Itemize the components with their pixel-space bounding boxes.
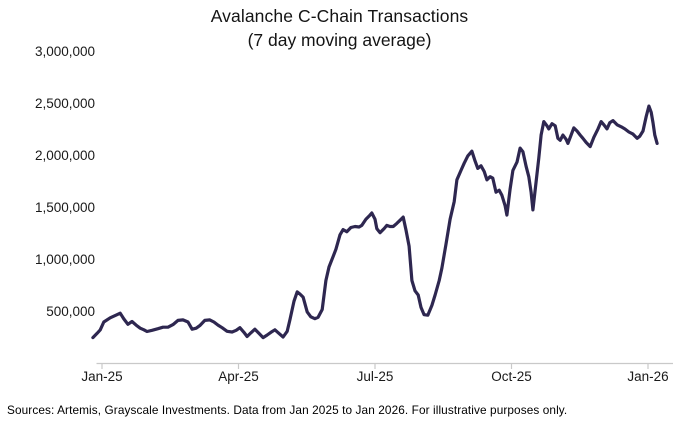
source-note: Sources: Artemis, Grayscale Investments.… — [7, 403, 568, 417]
y-axis-tick-label: 1,000,000 — [34, 251, 95, 267]
x-axis-tick-label: Jul-25 — [356, 369, 394, 384]
x-axis-tick-label: Oct-25 — [491, 369, 532, 384]
x-axis-tick-label: Apr-25 — [218, 369, 259, 384]
x-axis-tick-label: Jan-25 — [81, 369, 123, 384]
y-axis-tick-label: 500,000 — [46, 303, 95, 319]
y-axis-tick-label: 1,500,000 — [34, 199, 95, 215]
y-axis-tick-label: 2,500,000 — [34, 96, 95, 111]
x-axis-ticks — [101, 363, 649, 369]
series-line — [91, 104, 659, 340]
x-axis-tick-label: Jan-26 — [627, 369, 669, 384]
y-axis-tick-label: 2,000,000 — [34, 147, 95, 163]
chart-subtitle: (7 day moving average) — [247, 30, 432, 50]
chart-title: Avalanche C-Chain Transactions — [210, 6, 469, 26]
y-axis-tick-label: 3,000,000 — [34, 44, 95, 60]
